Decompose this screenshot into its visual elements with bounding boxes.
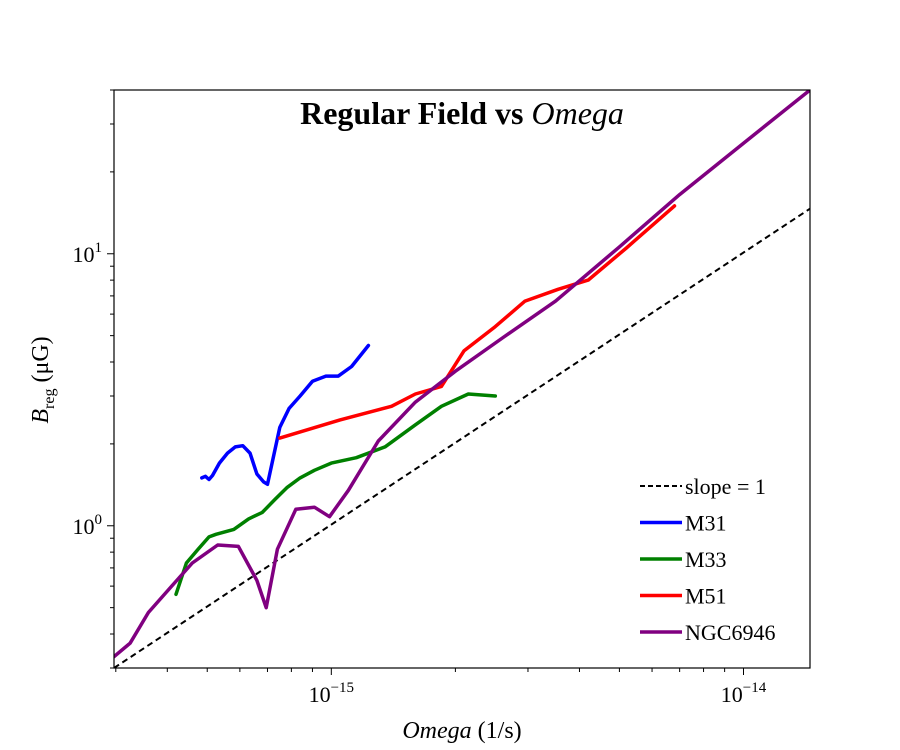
legend-label: M51 — [685, 584, 727, 609]
reference-line — [114, 207, 810, 668]
legend-label: M33 — [685, 547, 727, 572]
legend: slope = 1 M31 M33 M51 NGC6946 — [640, 474, 775, 645]
legend-label: M31 — [685, 511, 727, 536]
x-tick-label: 10−15 — [309, 680, 354, 707]
series-line-m31 — [200, 343, 371, 487]
y-tick-label: 100 — [73, 512, 103, 539]
y-tick-label: 101 — [73, 240, 103, 267]
series-line-ngc6946 — [114, 90, 810, 659]
legend-label: NGC6946 — [685, 620, 775, 645]
chart-title: Regular Field vs Omega — [300, 95, 624, 131]
plot-frame — [113, 89, 811, 669]
legend-label: slope = 1 — [685, 474, 766, 499]
x-tick-label: 10−14 — [721, 680, 767, 707]
series-line-m33 — [174, 392, 498, 597]
y-axis-label: Breg (μG) — [28, 336, 58, 423]
series-line-m51 — [278, 204, 677, 440]
x-axis-label: Omega (1/s) — [402, 718, 521, 744]
